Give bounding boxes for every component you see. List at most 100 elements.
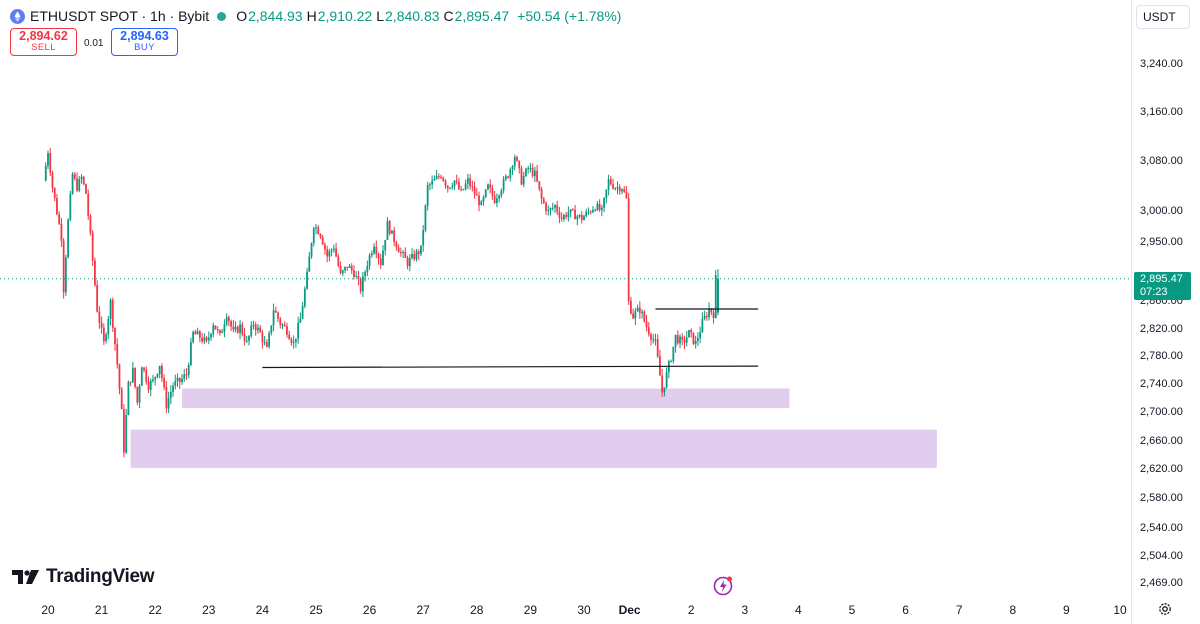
candle-body — [290, 339, 293, 343]
candle-body — [286, 326, 288, 335]
currency-label: USDT — [1143, 10, 1176, 24]
candle-body — [574, 209, 576, 220]
candle-body — [315, 227, 317, 229]
candle-body — [216, 329, 219, 331]
price-tick-label: 2,950.00 — [1140, 236, 1183, 248]
candle-body — [243, 334, 246, 342]
candle-body — [362, 276, 364, 292]
candle-body — [158, 365, 161, 374]
sell-button[interactable]: 2,894.62 SELL — [10, 28, 77, 56]
candle-body — [598, 203, 601, 211]
candle-body — [245, 340, 248, 342]
horizontal-line-1[interactable] — [262, 365, 759, 369]
candle-body — [348, 266, 351, 268]
candle-body — [605, 189, 608, 198]
candle-body — [440, 176, 442, 178]
candle-body — [589, 211, 592, 213]
zone-1[interactable] — [182, 388, 790, 409]
ethereum-coin-icon — [10, 8, 25, 24]
candle-body — [402, 251, 404, 253]
candle-body — [241, 324, 244, 335]
candle-body — [621, 189, 623, 192]
candle-body — [332, 248, 335, 250]
candle-body — [60, 223, 63, 241]
candle-body — [708, 308, 710, 318]
time-tick-label: 2 — [687, 603, 695, 617]
candle-body — [223, 324, 226, 332]
candle-body — [379, 258, 382, 266]
candle-body — [232, 326, 235, 330]
tradingview-logo[interactable]: TradingView — [12, 566, 155, 588]
currency-select[interactable]: USDT — [1136, 5, 1190, 29]
candlestick-series — [44, 147, 719, 458]
candle-body — [540, 188, 543, 199]
candle-body — [201, 337, 203, 342]
candle-body — [697, 338, 699, 341]
candle-body — [67, 219, 69, 258]
candle-body — [683, 339, 686, 343]
candle-body — [263, 342, 266, 344]
candle-body — [344, 266, 346, 271]
candle-body — [196, 331, 199, 335]
candle-body — [580, 214, 583, 221]
candle-body — [353, 270, 355, 277]
candle-body — [685, 337, 688, 343]
candle-body — [641, 311, 643, 313]
buy-label: BUY — [134, 42, 155, 53]
candle-body — [426, 185, 429, 206]
candle-body — [149, 380, 152, 390]
ohlc-open: O2,844.93 — [236, 8, 303, 24]
candle-body — [509, 169, 512, 178]
candle-body — [473, 186, 476, 195]
buy-button[interactable]: 2,894.63 BUY — [111, 28, 178, 56]
candle-body — [567, 212, 570, 217]
candle-body — [125, 414, 128, 453]
candle-body — [341, 270, 344, 274]
candle-body — [469, 178, 471, 187]
candle-body — [585, 211, 588, 217]
ohlc-low: L2,840.83 — [376, 8, 440, 24]
candle-body — [558, 211, 561, 218]
candle-body — [504, 176, 507, 180]
candle-body — [453, 180, 456, 187]
candle-body — [174, 381, 177, 386]
candle-body — [665, 371, 668, 388]
tradingview-logo-icon — [12, 570, 39, 584]
candle-body — [607, 179, 610, 190]
candle-body — [295, 338, 297, 342]
candle-body — [645, 321, 648, 328]
price-tick-label: 2,740.00 — [1140, 378, 1183, 390]
gear-icon[interactable] — [1157, 601, 1173, 617]
lightning-icon[interactable] — [713, 574, 735, 596]
zone-2[interactable] — [130, 429, 937, 468]
candle-body — [234, 326, 237, 330]
candle-body — [53, 187, 56, 199]
candle-body — [167, 398, 170, 409]
candle-body — [279, 318, 282, 325]
candle-body — [388, 221, 391, 234]
price-tick-label: 2,580.00 — [1140, 492, 1183, 504]
time-tick-label: Dec — [618, 603, 641, 617]
candle-body — [76, 178, 78, 191]
candle-body — [513, 157, 516, 167]
candle-body — [484, 189, 487, 197]
candle-body — [299, 318, 302, 323]
sell-price: 2,894.62 — [19, 29, 68, 43]
candle-body — [377, 254, 380, 259]
candle-body — [274, 310, 277, 313]
symbol-title[interactable]: ETHUSDT SPOT · 1h · Bybit — [30, 8, 210, 24]
candle-body — [647, 327, 650, 335]
candle-body — [531, 168, 534, 176]
candle-body — [259, 327, 262, 333]
candle-body — [442, 177, 445, 181]
candle-body — [368, 255, 371, 266]
candle-body — [458, 181, 460, 190]
candle-body — [446, 185, 449, 189]
candle-body — [129, 381, 132, 383]
candle-body — [652, 339, 655, 341]
candle-body — [91, 232, 94, 261]
candle-body — [520, 168, 523, 185]
candle-body — [429, 184, 431, 186]
time-tick-label: 6 — [902, 603, 909, 617]
